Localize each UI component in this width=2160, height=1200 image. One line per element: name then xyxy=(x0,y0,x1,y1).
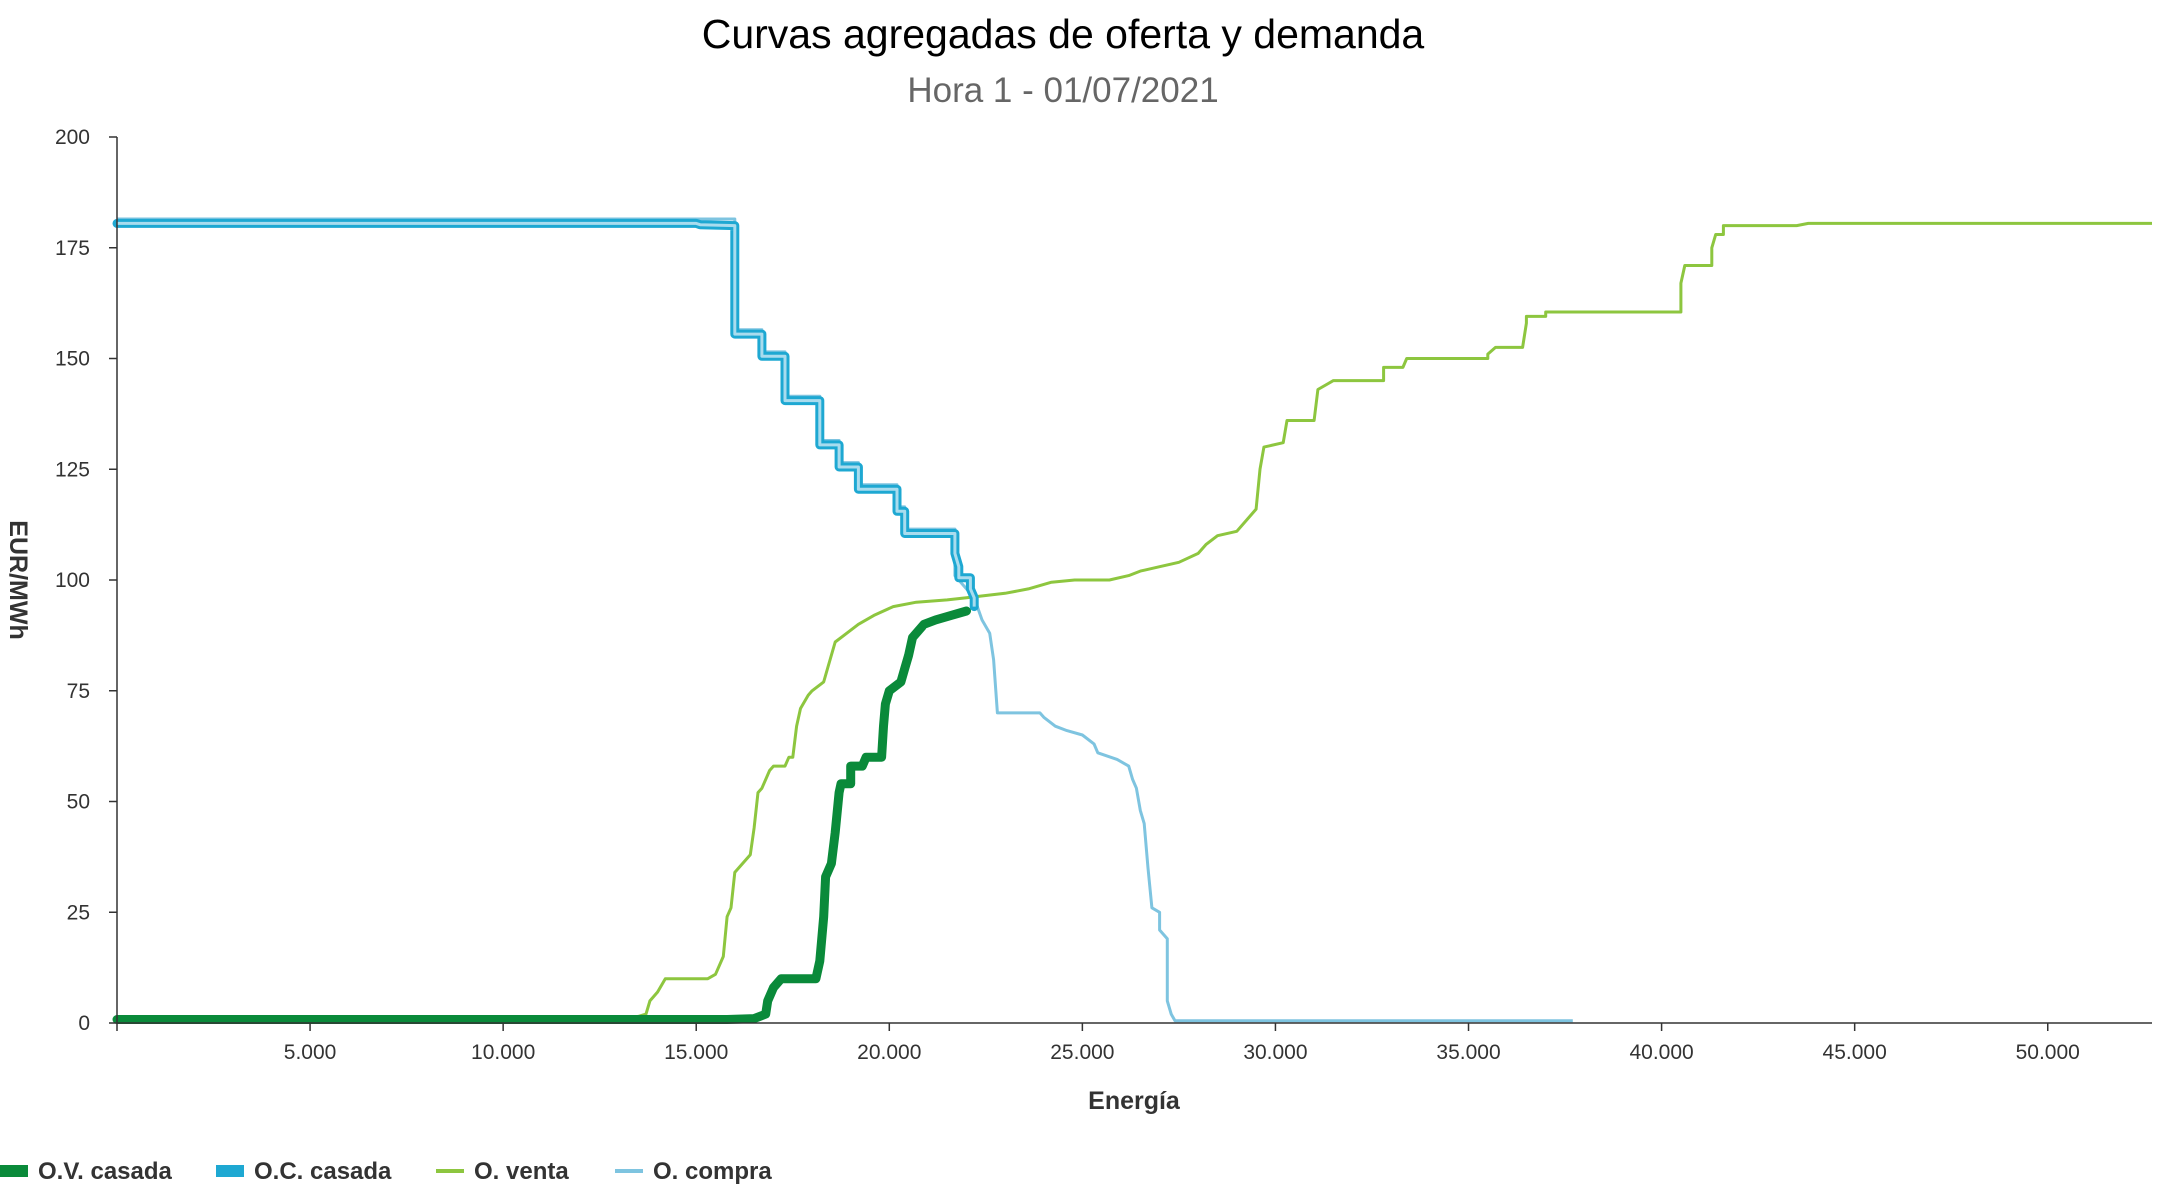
y-tick-label: 100 xyxy=(55,569,90,592)
x-tick-label: 15.000 xyxy=(664,1041,728,1064)
series-layer xyxy=(112,217,2152,1024)
x-tick-label: 35.000 xyxy=(1436,1041,1500,1064)
chart-subtitle: Hora 1 - 01/07/2021 xyxy=(907,71,1218,110)
x-tick-label: 30.000 xyxy=(1243,1041,1307,1064)
y-tick-label: 25 xyxy=(67,901,90,924)
series-o-venta-line xyxy=(117,221,2152,1021)
legend-swatch-o-compra xyxy=(615,1169,643,1173)
y-axis-ticks: 0 25 50 75 100 125 150 175 200 xyxy=(55,126,117,1035)
y-tick-label: 125 xyxy=(55,458,90,481)
legend: O.V. casada O.C. casada O. venta O. compra xyxy=(0,1158,772,1185)
series-o-c-casada-highlight xyxy=(117,221,976,607)
chart-title: Curvas agregadas de oferta y demanda xyxy=(702,11,1425,57)
x-axis-title: Energía xyxy=(1088,1087,1181,1115)
x-axis-ticks: 5.000 10.000 15.000 20.000 25.000 30.000 35.00… xyxy=(116,1023,2080,1064)
legend-swatch-o-venta xyxy=(436,1169,464,1173)
x-tick-label: 25.000 xyxy=(1050,1041,1114,1064)
x-tick-label: 50.000 xyxy=(2016,1041,2080,1064)
x-tick-label: 5.000 xyxy=(284,1041,337,1064)
legend-swatch-o-c-casada xyxy=(216,1165,244,1177)
x-tick-label: 45.000 xyxy=(1823,1041,1887,1064)
y-tick-label: 200 xyxy=(55,126,90,149)
y-axis-title: EUR/MWh xyxy=(4,520,32,639)
x-tick-label: 10.000 xyxy=(471,1041,535,1064)
y-tick-label: 150 xyxy=(55,348,90,371)
series-o-v-casada-line xyxy=(112,606,971,1024)
legend-label-o-compra: O. compra xyxy=(653,1158,772,1185)
legend-label-o-c-casada: O.C. casada xyxy=(254,1158,392,1185)
x-tick-label: 20.000 xyxy=(857,1041,921,1064)
y-tick-label: 50 xyxy=(67,791,90,814)
y-tick-label: 75 xyxy=(67,680,90,703)
y-tick-label: 0 xyxy=(78,1012,90,1035)
series-o-c-casada-line xyxy=(112,218,979,612)
y-tick-label: 175 xyxy=(55,237,90,260)
x-tick-label: 40.000 xyxy=(1629,1041,1693,1064)
legend-label-o-v-casada: O.V. casada xyxy=(38,1158,173,1185)
series-o-compra-line xyxy=(117,217,1573,1023)
legend-label-o-venta: O. venta xyxy=(474,1158,569,1185)
legend-swatch-o-v-casada xyxy=(0,1165,28,1177)
